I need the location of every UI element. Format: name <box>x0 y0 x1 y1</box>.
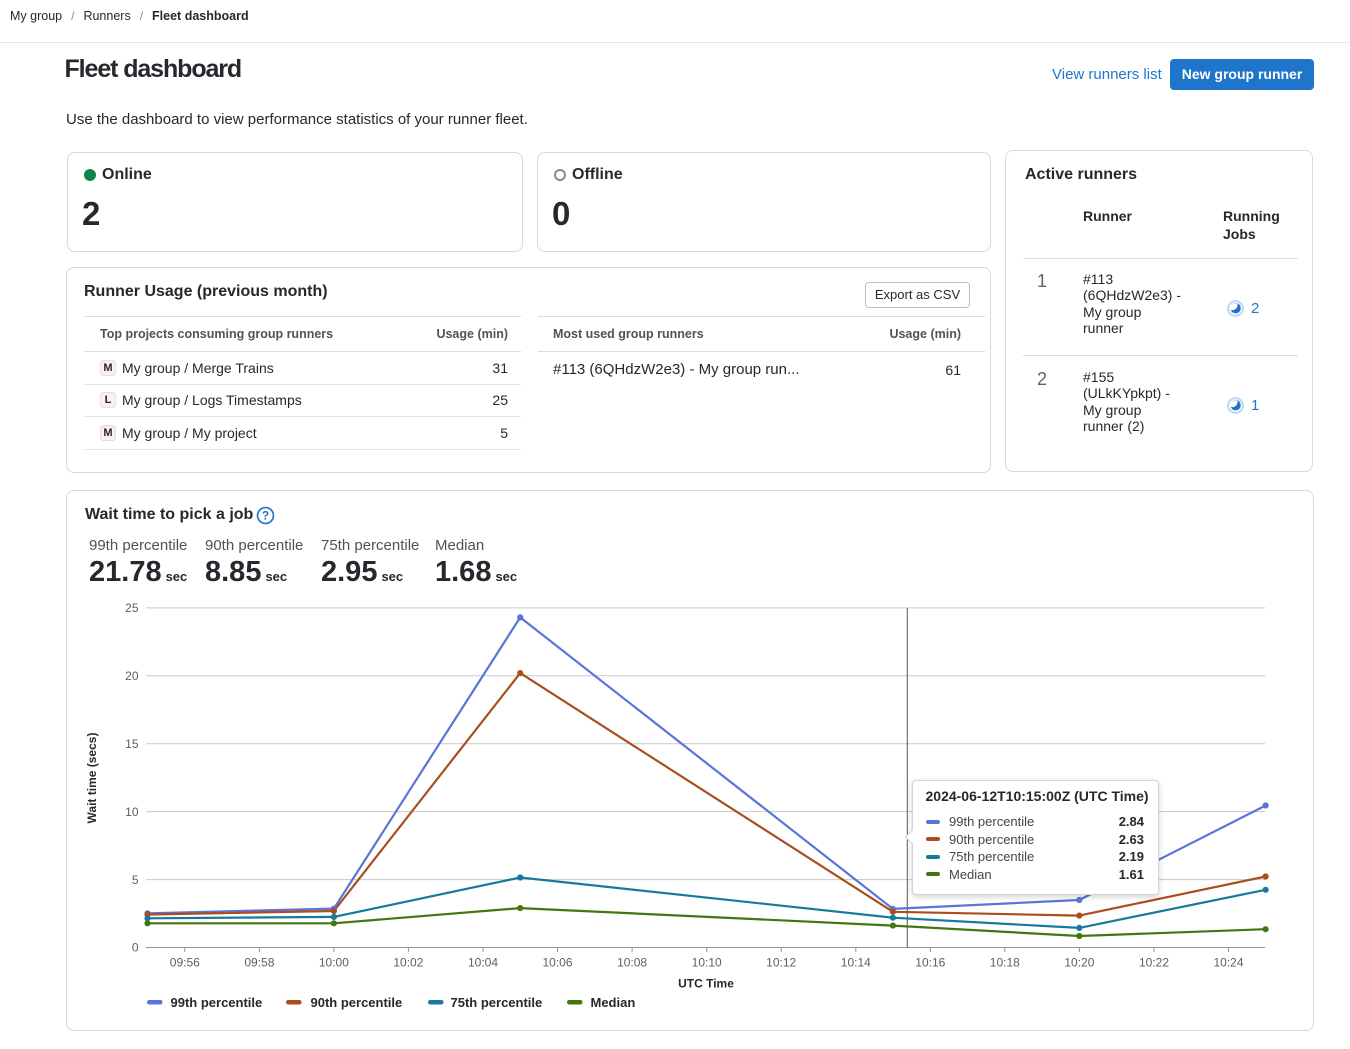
svg-text:?: ? <box>262 509 269 523</box>
